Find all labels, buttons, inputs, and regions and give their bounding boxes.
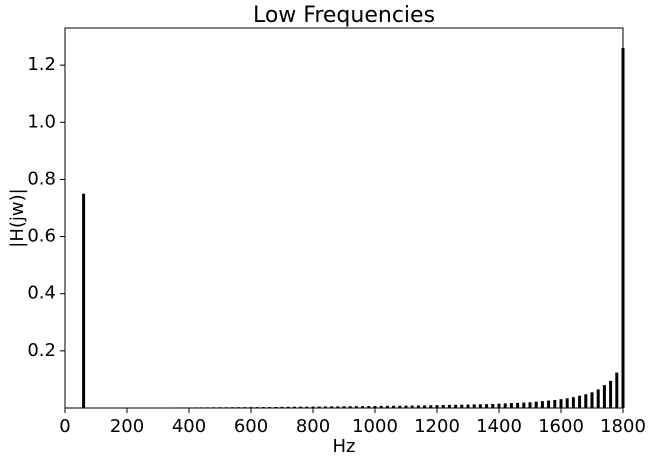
x-axis-label: Hz [333, 436, 356, 457]
bar [354, 406, 358, 408]
y-tick-label: 0.4 [27, 283, 56, 304]
bar [280, 406, 284, 408]
bar [429, 405, 433, 408]
bar [361, 406, 365, 408]
bar [416, 405, 420, 408]
bar [286, 406, 290, 408]
x-tick-label: 1400 [476, 416, 522, 437]
bar [373, 406, 377, 408]
bar [534, 401, 538, 408]
bar [379, 405, 383, 408]
bar [348, 406, 352, 408]
x-tick-label: 600 [234, 416, 268, 437]
bar [435, 405, 439, 408]
bar [615, 372, 619, 408]
bar [447, 404, 451, 408]
bar [292, 406, 296, 408]
x-tick-label: 1600 [538, 416, 584, 437]
bar [528, 402, 532, 408]
bar [565, 398, 569, 408]
bar [385, 405, 389, 408]
bar [299, 406, 303, 408]
bar [497, 403, 501, 408]
x-tick-label: 0 [59, 416, 70, 437]
y-tick-label: 0.6 [27, 226, 56, 247]
chart-title: Low Frequencies [253, 3, 435, 28]
bar [82, 193, 86, 408]
bar [305, 406, 309, 408]
bar [410, 405, 414, 408]
y-tick-label: 1.2 [27, 54, 56, 75]
x-tick-label: 1800 [600, 416, 646, 437]
bar [559, 399, 563, 408]
bar [522, 402, 526, 408]
bar [540, 401, 544, 408]
bar [460, 404, 464, 408]
y-tick-label: 1.0 [27, 111, 56, 132]
bar [311, 406, 315, 408]
x-tick-label: 400 [172, 416, 206, 437]
bar [516, 402, 520, 408]
y-axis-label: |H(jw)| [7, 188, 28, 247]
bar [609, 380, 613, 408]
bar [342, 406, 346, 408]
bar [330, 406, 334, 408]
bar [472, 404, 476, 408]
bar [485, 404, 489, 408]
y-tick-label: 0.2 [27, 340, 56, 361]
bar [367, 406, 371, 408]
plot-frame [64, 27, 624, 409]
bar [398, 405, 402, 408]
x-tick-label: 1000 [352, 416, 398, 437]
bar [503, 403, 507, 408]
bar [478, 404, 482, 408]
bar [423, 405, 427, 408]
bar [323, 406, 327, 408]
x-tick-label: 1200 [414, 416, 460, 437]
bar [602, 385, 606, 408]
bar [590, 392, 594, 408]
x-tick-label: 800 [296, 416, 330, 437]
bar [466, 404, 470, 408]
bar [336, 406, 340, 408]
bar [553, 400, 557, 408]
bar [571, 397, 575, 408]
x-tick-label: 200 [110, 416, 144, 437]
bar [491, 404, 495, 408]
bar [441, 405, 445, 408]
bar [578, 395, 582, 408]
y-tick-label: 0.8 [27, 168, 56, 189]
bar [509, 403, 513, 408]
bar [454, 404, 458, 408]
bar [404, 405, 408, 408]
bar [596, 389, 600, 408]
bar [392, 405, 396, 408]
bar [584, 394, 588, 408]
bar [317, 406, 321, 408]
bar [547, 400, 551, 408]
